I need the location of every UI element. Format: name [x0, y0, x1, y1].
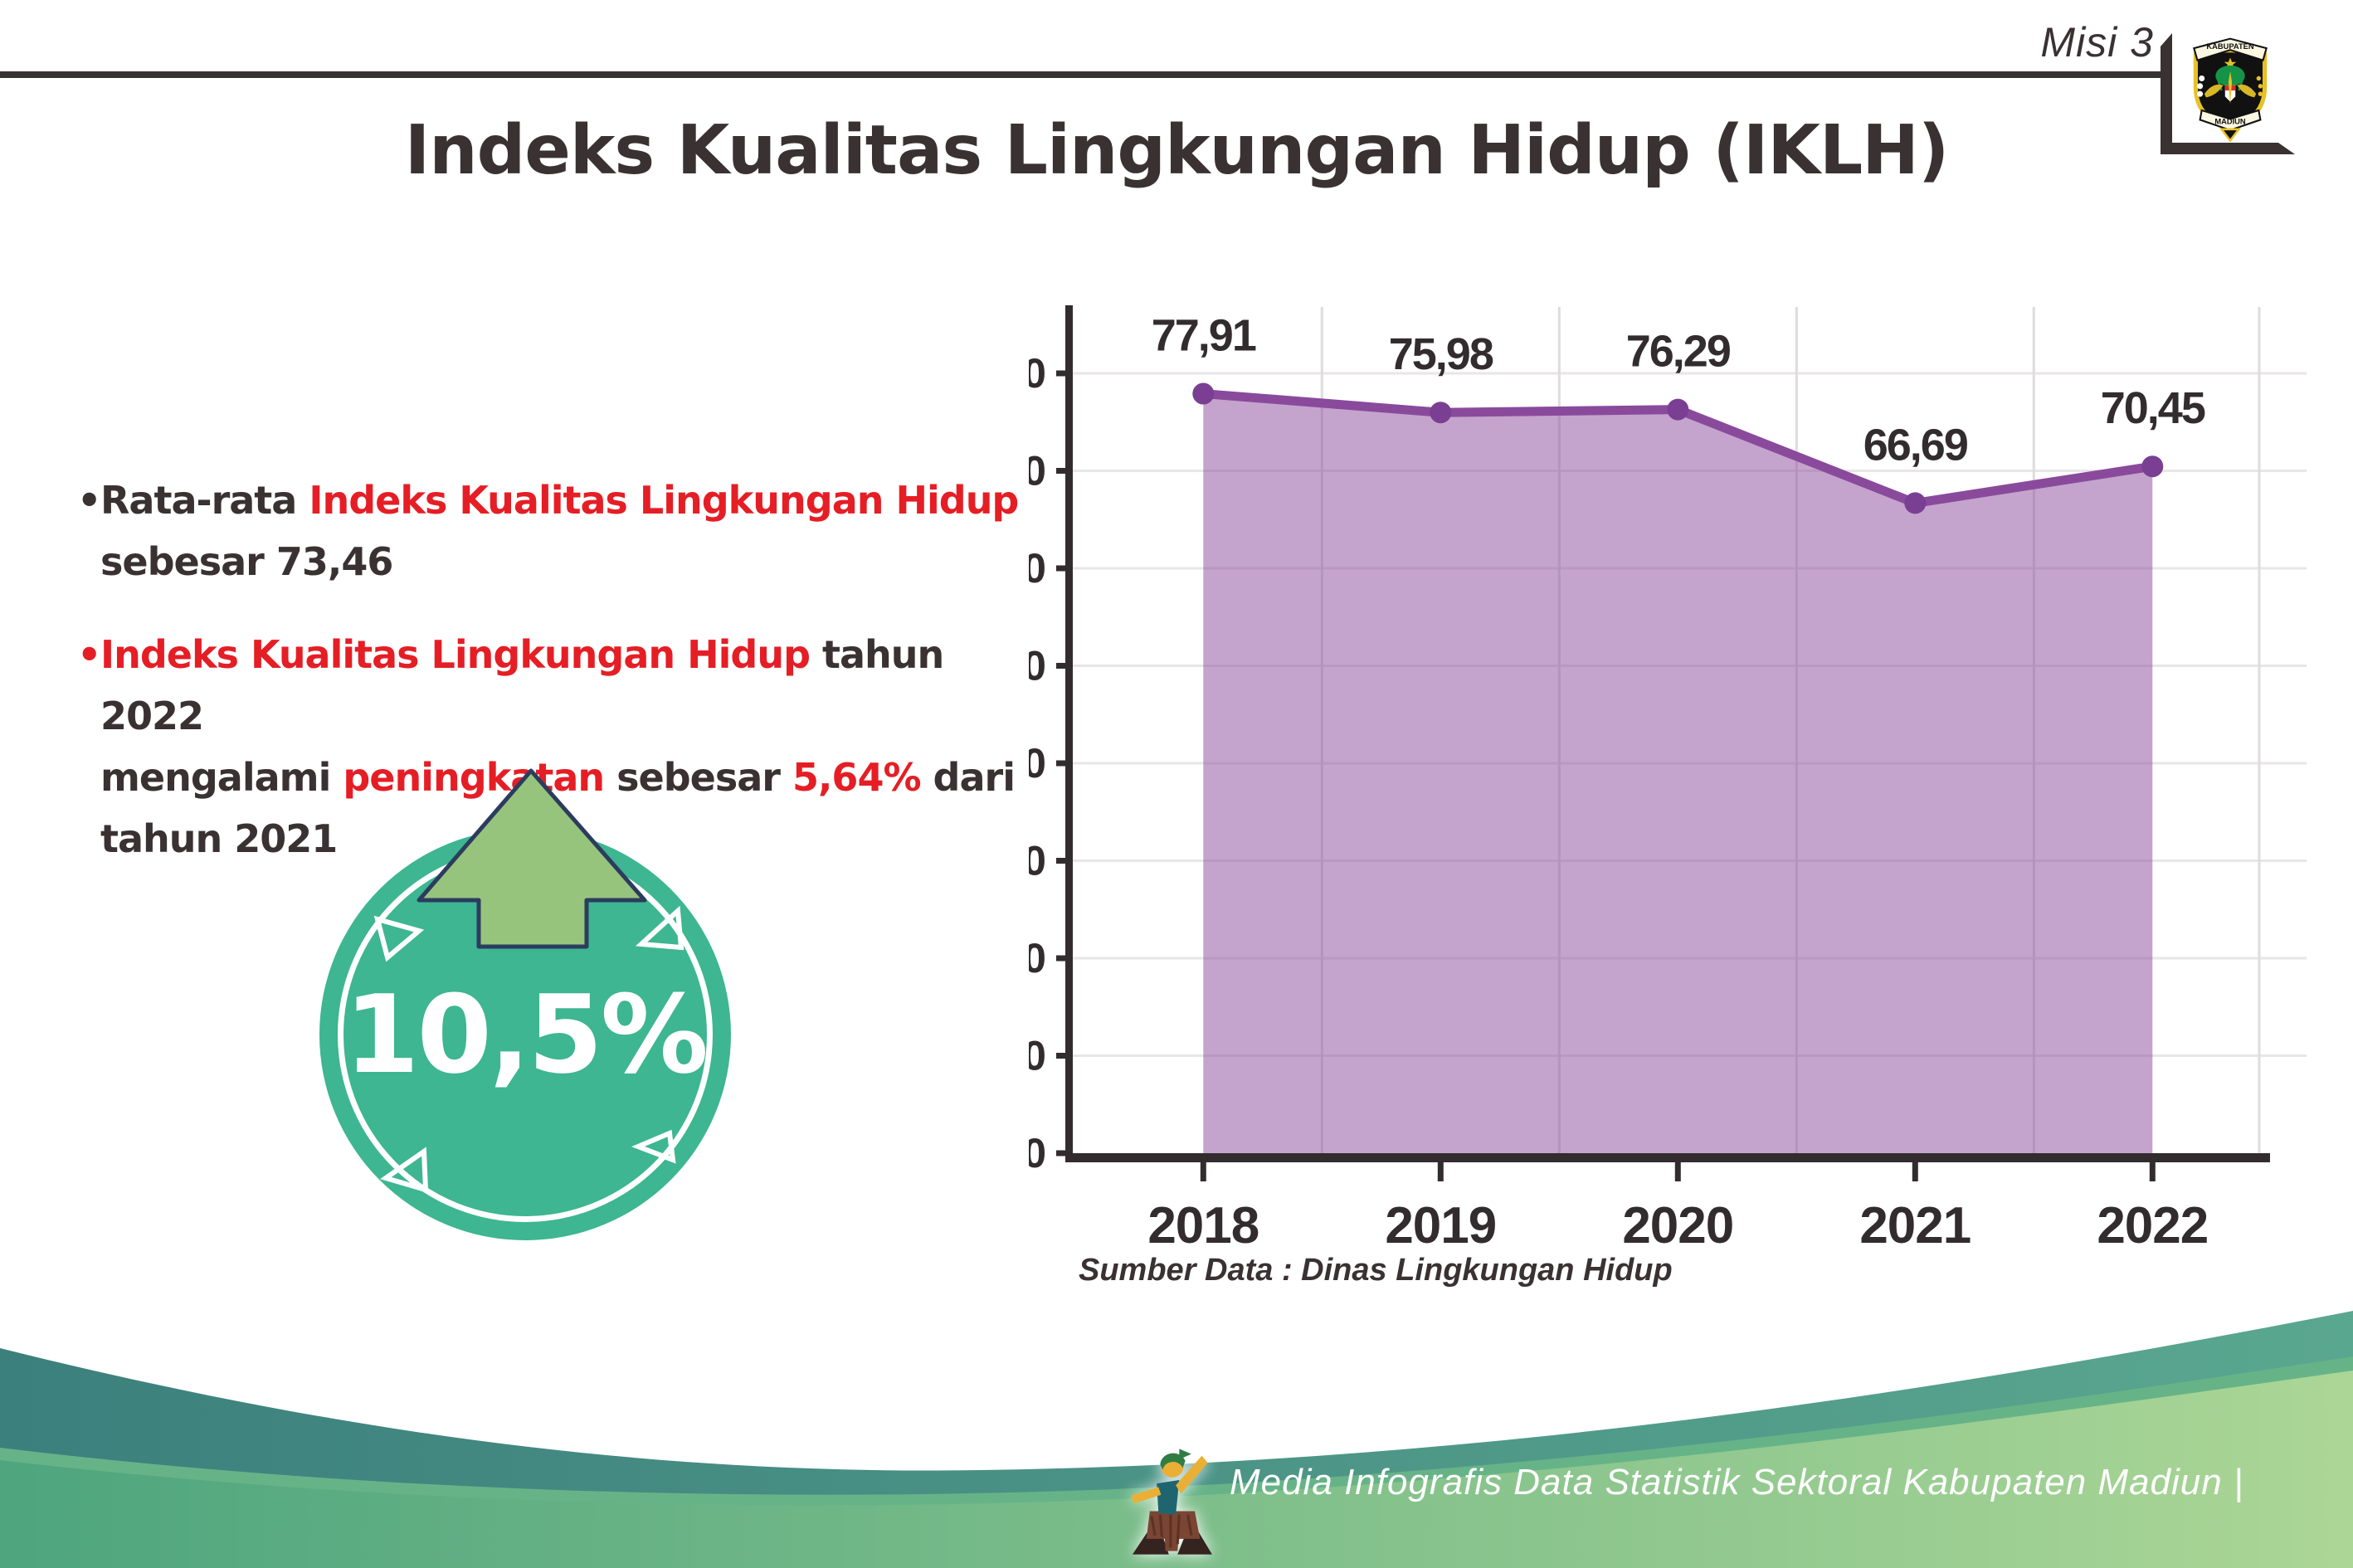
page-title: Indeks Kualitas Lingkungan Hidup (IKLH): [404, 111, 1950, 190]
chart-x-label: 2021: [1859, 1197, 1971, 1254]
bullet-item: • Rata-rata Indeks Kualitas Lingkungan Hi…: [77, 470, 1025, 592]
footer-caption: Media Infografis Data Statistik Sektoral…: [1230, 1462, 2244, 1502]
logo-top-text: KABUPATEN: [2206, 42, 2254, 51]
wave-green: [0, 1371, 2353, 1568]
chart-y-label: 10: [1029, 1033, 1046, 1079]
chart-y-label: 50: [1029, 643, 1046, 689]
chart-y-label: 40: [1029, 740, 1046, 786]
chart-y-label: 70: [1029, 448, 1046, 494]
bullet-text-segment: 5,64%: [792, 755, 922, 800]
badge-percent-label: 10,5%: [343, 971, 709, 1098]
chart-x-axis: [1065, 1153, 2270, 1162]
bullet-text-segment: sebesar: [604, 755, 792, 800]
chart-x-label: 2018: [1147, 1197, 1259, 1254]
chart-point-marker: [1667, 398, 1689, 421]
chart-y-label: 0: [1029, 1130, 1046, 1176]
iklh-chart-container: 0 10 20 30 40 50 60 70 80 77,91 2018 75,98 2019 76,29…: [1000, 282, 2323, 1327]
badge-spark-triangles: [373, 905, 684, 1194]
chart-y-label: 60: [1029, 545, 1046, 592]
chart-area-fill: [1203, 393, 2153, 1153]
chart-point-marker: [1430, 402, 1452, 424]
iklh-chart: 0 10 20 30 40 50 60 70 80 77,91 2018 75,98 2019 76,29…: [1000, 305, 2307, 1254]
data-source-note: Sumber Data : Dinas Lingkungan Hidup: [1079, 1253, 1673, 1288]
bullet-item: • Indeks Kualitas Lingkungan Hidup tahun …: [77, 624, 1025, 869]
up-arrow-icon: [417, 768, 647, 949]
dancer-mascot-icon: [1130, 1449, 1212, 1555]
bullet-text-segment: Indeks Kualitas Lingkungan Hidup: [100, 632, 811, 677]
footer-wave-decoration: [0, 1311, 2353, 1568]
bullet-text-segment: peningkatan: [343, 755, 605, 800]
chart-y-label: 80: [1029, 350, 1046, 397]
chart-point-label: 76,29: [1626, 327, 1731, 377]
bullet-text-segment: mengalami: [100, 755, 343, 800]
bullet-text-segment: tahun 2022: [100, 632, 944, 738]
chart-y-label: 20: [1029, 935, 1046, 981]
chart-point-label: 66,69: [1863, 420, 1968, 470]
chart-point-marker: [1904, 492, 1927, 514]
kabupaten-madiun-logo: KABUPATEN MADIUN: [2193, 37, 2268, 143]
chart-point-marker: [1192, 382, 1215, 405]
bullet-text-segment: sebesar 73,46: [100, 539, 393, 584]
logo-frame: [2161, 33, 2295, 154]
chart-x-label: 2019: [1385, 1197, 1496, 1254]
chart-y-label: 30: [1029, 838, 1046, 884]
chart-y-axis: [1065, 305, 1073, 1161]
bullet-text-segment: tahun 2021: [100, 816, 338, 861]
bullet-dot: •: [77, 632, 101, 677]
bullet-dot: •: [77, 478, 101, 523]
bullet-text-segment: dari: [920, 755, 1016, 800]
bullet-text-segment: Rata-rata: [100, 478, 309, 523]
chart-x-label: 2022: [2097, 1197, 2208, 1254]
increase-badge: 10,5%: [295, 763, 764, 1311]
chart-point-marker: [2141, 455, 2164, 478]
bullet-list: • Rata-rata Indeks Kualitas Lingkungan Hi…: [77, 470, 1025, 869]
mission-label: Misi 3: [2040, 19, 2154, 66]
header-rule: [0, 71, 2161, 78]
chart-point-label: 77,91: [1152, 311, 1256, 361]
bullet-text-segment: Indeks Kualitas Lingkungan Hidup: [309, 478, 1019, 523]
logo-bottom-text: MADIUN: [2214, 118, 2246, 126]
chart-point-label: 75,98: [1389, 329, 1493, 379]
chart-point-label: 70,45: [2101, 383, 2205, 433]
chart-x-label: 2020: [1622, 1197, 1733, 1254]
